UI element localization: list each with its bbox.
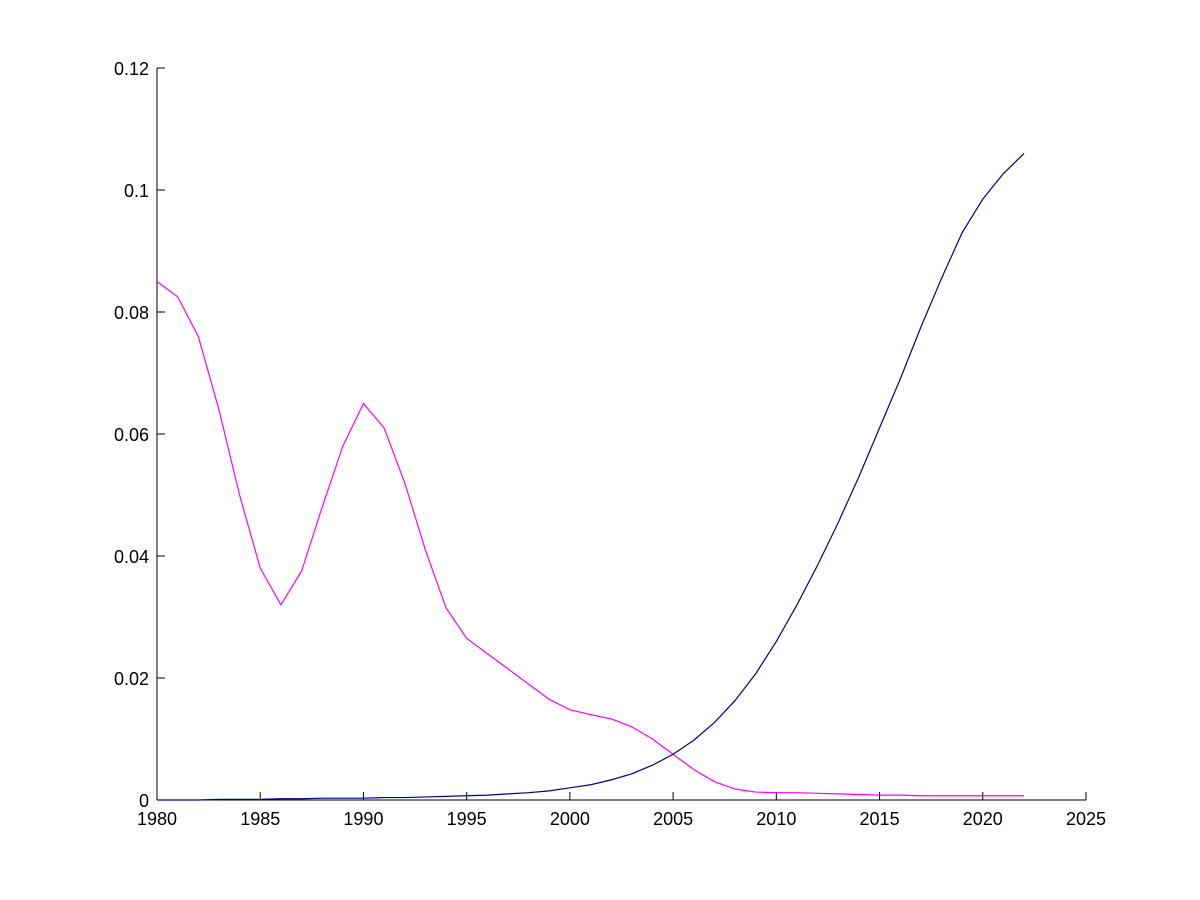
x-tick-label: 1990 — [343, 809, 383, 829]
y-tick-label: 0.08 — [114, 303, 149, 323]
x-tick-label: 1995 — [447, 809, 487, 829]
y-tick-label: 0.06 — [114, 425, 149, 445]
y-tick-label: 0.04 — [114, 547, 149, 567]
x-tick-label: 2020 — [963, 809, 1003, 829]
y-tick-label: 0.02 — [114, 669, 149, 689]
series-line — [156, 281, 1025, 797]
y-tick-label: 0.12 — [114, 59, 149, 79]
x-tick-label: 2025 — [1066, 809, 1106, 829]
x-tick-label: 2010 — [756, 809, 796, 829]
y-tick-label: 0 — [139, 791, 149, 811]
y-tick-label: 0.1 — [124, 181, 149, 201]
x-tick-label: 2005 — [653, 809, 693, 829]
x-tick-label: 2000 — [550, 809, 590, 829]
x-tick-label: 1985 — [240, 809, 280, 829]
x-tick-label: 1980 — [137, 809, 177, 829]
x-tick-label: 2015 — [860, 809, 900, 829]
series-line — [157, 152, 1025, 801]
